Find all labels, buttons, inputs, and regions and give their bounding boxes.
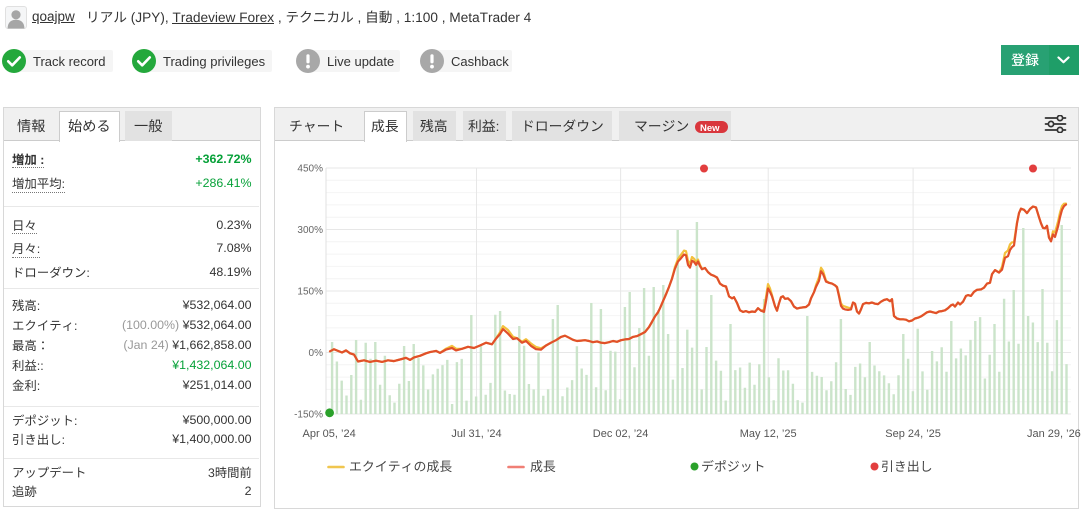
svg-text:0%: 0% <box>309 348 324 359</box>
svg-text:450%: 450% <box>297 164 323 175</box>
svg-text:300%: 300% <box>297 225 323 236</box>
svg-text:150%: 150% <box>297 287 323 298</box>
svg-text:Jul 31, ’24: Jul 31, ’24 <box>451 428 501 440</box>
svg-text:May 12, ’25: May 12, ’25 <box>740 428 797 440</box>
svg-text:Apr 05, ’24: Apr 05, ’24 <box>303 428 356 440</box>
svg-text:Sep 24, ’25: Sep 24, ’25 <box>885 428 941 440</box>
svg-text:Jan 29, ’26: Jan 29, ’26 <box>1027 428 1081 440</box>
svg-text:-150%: -150% <box>294 410 323 421</box>
svg-text:Dec 02, ’24: Dec 02, ’24 <box>593 428 649 440</box>
